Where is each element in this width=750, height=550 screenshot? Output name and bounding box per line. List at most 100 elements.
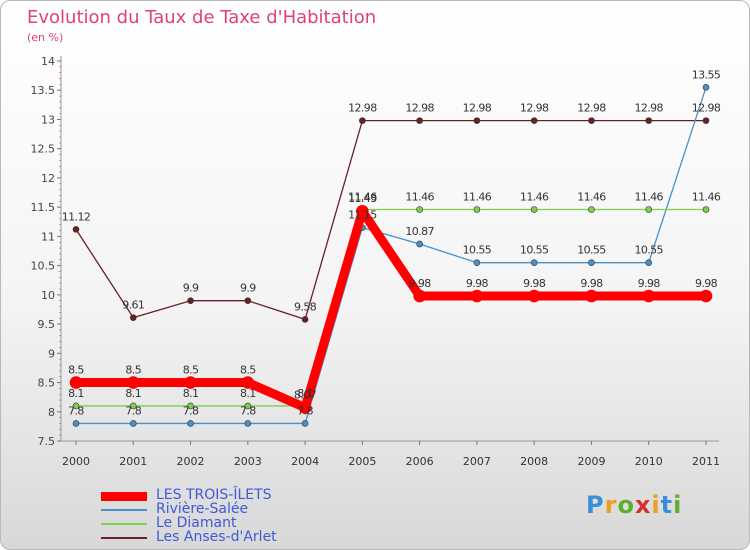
data-label: 11.46 bbox=[692, 190, 721, 203]
data-point bbox=[588, 117, 595, 124]
data-point bbox=[416, 240, 423, 248]
data-point bbox=[241, 376, 255, 389]
data-label: 12.98 bbox=[463, 102, 492, 115]
data-point bbox=[702, 84, 710, 91]
data-label: 10.55 bbox=[520, 244, 549, 257]
y-tick-label: 13 bbox=[41, 113, 55, 126]
y-tick-label: 11 bbox=[41, 230, 55, 243]
data-point bbox=[301, 420, 309, 427]
y-tick-label: 8.5 bbox=[38, 377, 56, 390]
data-label: 11.46 bbox=[634, 190, 663, 203]
y-tick-label: 10.5 bbox=[31, 260, 56, 273]
chart-title: Evolution du Taux de Taxe d'Habitation bbox=[27, 7, 377, 28]
data-label: 7.8 bbox=[125, 404, 141, 417]
x-tick-label: 2004 bbox=[291, 455, 319, 468]
data-label: 12.98 bbox=[348, 102, 377, 115]
data-point bbox=[645, 206, 653, 213]
data-label: 12.98 bbox=[577, 102, 606, 115]
x-tick-label: 2002 bbox=[177, 455, 205, 468]
legend-label: Les Anses-d'Arlet bbox=[156, 529, 277, 545]
series-line bbox=[75, 208, 707, 407]
y-tick-label: 10 bbox=[41, 289, 55, 302]
legend-label: Le Diamant bbox=[156, 515, 237, 531]
data-point bbox=[356, 204, 369, 218]
data-label: 11.15 bbox=[348, 209, 377, 222]
y-tick-label: 9.5 bbox=[38, 318, 56, 331]
data-point bbox=[69, 376, 83, 389]
y-tick-label: 14 bbox=[41, 55, 55, 68]
data-label: 10.87 bbox=[405, 225, 434, 238]
data-point bbox=[473, 117, 481, 124]
data-point bbox=[129, 420, 137, 427]
data-point bbox=[416, 206, 423, 213]
series-line bbox=[71, 206, 711, 413]
logo-letter: i bbox=[673, 491, 683, 519]
data-label: 8.1 bbox=[68, 387, 84, 400]
x-tick-label: 2003 bbox=[234, 455, 262, 468]
y-tick-label: 8 bbox=[48, 406, 55, 419]
x-tick-label: 2000 bbox=[62, 455, 90, 468]
data-point bbox=[72, 226, 80, 233]
data-point bbox=[530, 206, 538, 213]
data-label: 8.5 bbox=[68, 364, 84, 377]
data-point bbox=[645, 117, 653, 124]
data-point bbox=[527, 289, 541, 303]
data-label: 7.8 bbox=[183, 404, 199, 417]
data-point bbox=[530, 259, 538, 266]
data-point bbox=[298, 401, 312, 414]
data-label: 8.1 bbox=[183, 387, 199, 400]
x-tick-label: 2011 bbox=[692, 455, 720, 468]
data-point bbox=[416, 117, 423, 124]
data-point bbox=[470, 289, 484, 303]
data-point bbox=[129, 402, 137, 410]
x-tick-label: 2009 bbox=[577, 455, 605, 468]
data-point bbox=[473, 259, 481, 266]
x-tick-label: 2010 bbox=[635, 455, 663, 468]
legend-swatch bbox=[101, 537, 147, 539]
legend-swatch bbox=[101, 523, 147, 525]
logo-letter: r bbox=[604, 491, 618, 519]
data-point bbox=[702, 206, 710, 213]
data-point bbox=[645, 259, 653, 266]
data-point bbox=[244, 402, 252, 410]
logo-letter: P bbox=[586, 491, 605, 519]
legend-swatch bbox=[101, 491, 147, 501]
logo-letter: t bbox=[660, 491, 674, 519]
y-tick-label: 12 bbox=[41, 172, 55, 185]
data-point bbox=[585, 289, 598, 303]
data-point bbox=[129, 314, 137, 321]
data-label: 10.55 bbox=[463, 244, 492, 257]
data-label: 10.55 bbox=[577, 244, 606, 257]
y-tick-label: 12.5 bbox=[31, 143, 56, 156]
proxiti-logo: Proxiti bbox=[586, 491, 682, 519]
legend-label: Rivière-Salée bbox=[156, 501, 249, 517]
y-tick-label: 11.5 bbox=[31, 201, 56, 214]
data-label: 9.58 bbox=[294, 300, 317, 313]
chart-subtitle: (en %) bbox=[27, 31, 64, 44]
data-label: 11.12 bbox=[62, 210, 91, 223]
data-label: 9.61 bbox=[122, 299, 144, 312]
data-point bbox=[187, 402, 194, 410]
data-label: 8.07 bbox=[294, 389, 317, 402]
data-label: 7.8 bbox=[297, 404, 313, 417]
data-label: 8.5 bbox=[125, 364, 141, 377]
data-label: 7.8 bbox=[240, 404, 256, 417]
data-point bbox=[72, 420, 80, 427]
data-point bbox=[699, 289, 713, 303]
series-line bbox=[75, 86, 707, 425]
y-tick-label: 7.5 bbox=[38, 435, 56, 448]
data-point bbox=[126, 376, 140, 389]
data-label: 11.46 bbox=[348, 190, 377, 203]
data-label: 11.46 bbox=[463, 190, 492, 203]
data-label: 7.8 bbox=[68, 404, 84, 417]
y-tick-label: 9 bbox=[48, 347, 55, 360]
x-tick-label: 2005 bbox=[348, 455, 376, 468]
data-label: 9.98 bbox=[466, 277, 489, 290]
logo-letter: i bbox=[651, 491, 661, 519]
data-point bbox=[588, 206, 595, 213]
y-tick-label: 13.5 bbox=[31, 84, 56, 97]
data-point bbox=[184, 376, 197, 389]
data-label: 8.1 bbox=[125, 387, 141, 400]
